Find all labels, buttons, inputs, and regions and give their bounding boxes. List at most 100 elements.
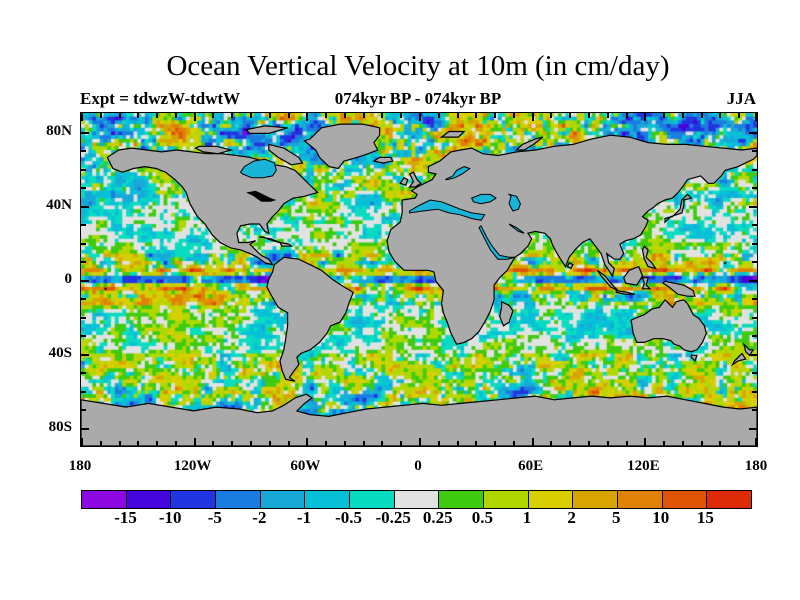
continents-overlay (81, 123, 757, 446)
axis-tick (625, 441, 628, 446)
axis-tick (475, 113, 478, 118)
axis-tick (512, 441, 515, 446)
axis-tick (81, 409, 86, 411)
axis-tick (325, 113, 328, 118)
axis-tick (749, 427, 757, 430)
axis-tick (752, 150, 757, 152)
axis-tick (752, 242, 757, 245)
axis-tick (663, 441, 666, 446)
axis-tick (81, 131, 89, 134)
axis-tick (212, 441, 215, 446)
lon-tick-label: 180 (68, 458, 92, 474)
axis-tick (81, 390, 86, 393)
axis-tick (400, 441, 403, 446)
axis-tick (749, 131, 757, 134)
period-label: 074kyr BP - 074kyr BP (334, 89, 502, 108)
axis-tick (81, 113, 83, 121)
land-new_guinea (662, 280, 696, 297)
axis-tick (606, 113, 609, 118)
land-greenland (303, 123, 381, 170)
axis-tick (738, 113, 741, 118)
colorbar-segment (618, 491, 663, 508)
colorbar-boundary-label: 1 (522, 508, 532, 527)
axis-tick (752, 261, 757, 263)
land-new_zealand_south (731, 352, 747, 367)
colorbar-boundary-label: -1 (296, 508, 312, 527)
axis-tick (193, 438, 196, 446)
lake-great_lakes (246, 190, 277, 202)
axis-tick (306, 438, 309, 446)
lat-tick-label: 40N (46, 196, 72, 213)
axis-tick (250, 113, 252, 118)
axis-tick (287, 113, 290, 118)
colorbar-boundary-label: -5 (207, 508, 222, 527)
land-madagascar (499, 300, 514, 327)
axis-tick (494, 441, 497, 446)
axis-tick (81, 298, 86, 300)
colorbar-segment (662, 491, 708, 508)
axis-tick (362, 441, 365, 446)
lon-tick-label: 60W (290, 458, 321, 474)
axis-tick (381, 113, 384, 118)
land-baffin (268, 143, 304, 166)
axis-tick (81, 335, 86, 337)
land-svalbard (439, 130, 466, 138)
axis-tick (738, 441, 741, 446)
land-victoria (194, 145, 234, 155)
axis-tick (719, 113, 722, 118)
colorbar-boundary-label: 10 (652, 508, 670, 527)
colorbar-segment (260, 491, 306, 508)
axis-tick (99, 441, 102, 446)
axis-tick (287, 441, 290, 446)
axis-tick (700, 113, 703, 118)
axis-tick (494, 113, 497, 118)
colorbar-boundary-label: -15 (114, 508, 137, 527)
axis-tick (174, 441, 177, 446)
colorbar-segment (350, 491, 395, 508)
axis-tick (81, 316, 86, 319)
sea-black_sea (470, 193, 497, 205)
axis-tick (752, 390, 757, 393)
land-north_america (106, 147, 319, 266)
land-borneo (623, 265, 644, 286)
land-java (615, 289, 636, 295)
land-philippines (641, 245, 657, 270)
axis-tick (81, 372, 86, 374)
axis-tick (606, 441, 609, 446)
lat-tick-label: 80N (46, 122, 72, 139)
colorbar-boundary-label: 2 (567, 508, 576, 527)
axis-tick (250, 441, 252, 446)
axis-tick (531, 113, 534, 121)
axis-tick (231, 113, 234, 118)
axis-tick (663, 113, 666, 118)
lon-tick-label: 120E (627, 458, 660, 474)
axis-tick (625, 113, 628, 118)
land-australia (630, 298, 707, 353)
axis-tick (588, 441, 590, 446)
axis-tick (419, 438, 421, 446)
axis-tick (644, 438, 647, 446)
axis-tick (81, 242, 86, 245)
axis-tick (306, 113, 309, 121)
axis-tick (681, 113, 684, 118)
colorbar-segment (126, 491, 172, 508)
colorbar-boundary-label: -0.5 (335, 508, 363, 527)
axis-tick (81, 205, 89, 208)
axis-tick (531, 438, 534, 446)
colorbar-boundary-label: -10 (158, 508, 182, 527)
sea-baltic (445, 166, 471, 181)
axis-tick (755, 113, 757, 121)
axis-tick (456, 113, 459, 118)
sea-mediterranean (409, 199, 486, 221)
land-ellesmere (244, 125, 288, 134)
colorbar-boundary-label: -0.25 (375, 508, 411, 527)
axis-tick (156, 113, 159, 118)
colorbar-segment (216, 491, 261, 508)
land-japan (664, 193, 693, 224)
colorbar-boundary-label: -2 (252, 508, 267, 527)
land-south_america (266, 256, 355, 382)
colorbar-boundary-label: 5 (611, 508, 621, 527)
land-tasmania (690, 354, 698, 363)
axis-tick (749, 353, 757, 356)
